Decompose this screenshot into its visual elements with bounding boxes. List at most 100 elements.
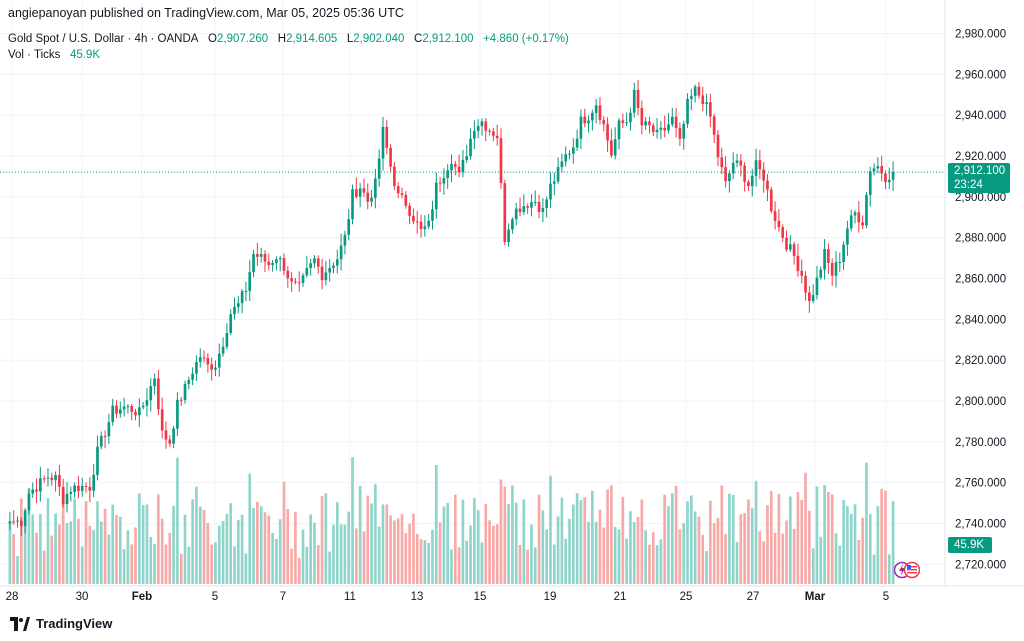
candle-body (297, 282, 301, 284)
candle-body (560, 161, 564, 168)
candle-body (347, 219, 351, 235)
candle-body (217, 353, 221, 368)
candle-body (663, 127, 667, 131)
volume-bar (19, 498, 23, 584)
candle-body (629, 112, 632, 123)
x-tick-label: 13 (411, 591, 424, 603)
candle-body (473, 130, 476, 139)
candle-body (678, 127, 682, 139)
candle-body (50, 477, 54, 481)
candle-body (587, 120, 590, 124)
volume-bar (720, 485, 724, 584)
time-axis[interactable]: 28 30 Feb 5 7 11 13 15 19 21 25 27 Mar 5 (6, 591, 890, 603)
volume-bar (659, 539, 663, 584)
volume-bar (73, 498, 76, 584)
volume-bar (743, 513, 746, 584)
events-icons[interactable] (894, 560, 920, 580)
candle (861, 215, 864, 230)
volume-bar (198, 506, 202, 584)
x-tick-label: 30 (76, 591, 89, 603)
candle (115, 400, 118, 419)
low-label: L (346, 33, 354, 45)
candle-body (77, 485, 80, 491)
candle-body (579, 116, 583, 139)
x-tick-label: 15 (474, 591, 487, 603)
volume-bar (419, 539, 423, 584)
candle (225, 323, 229, 350)
candle-body (92, 474, 95, 491)
volume-bar (876, 506, 880, 584)
footer-brand[interactable]: TradingView (10, 616, 112, 631)
volume-bar (804, 472, 807, 584)
volume-bar (857, 539, 861, 584)
candle (815, 265, 819, 300)
volume-bar (370, 503, 373, 584)
candle (438, 176, 442, 193)
candle (682, 120, 686, 150)
candle-body (533, 201, 537, 203)
candle (640, 100, 644, 135)
candle (686, 93, 689, 128)
candle (849, 209, 853, 232)
symbol-legend[interactable]: Gold Spot / U.S. Dollar · 4h · OANDA O2,… (8, 33, 569, 45)
candle-body (796, 255, 800, 271)
candle (644, 116, 647, 130)
volume-bar (126, 530, 130, 584)
volume-bar (240, 514, 244, 584)
candle (492, 127, 495, 142)
candle-body (636, 89, 640, 109)
us-flag-icon[interactable] (903, 561, 920, 579)
volume-bar (172, 505, 175, 584)
candle-body (507, 229, 510, 243)
candle-body (164, 430, 168, 440)
candle-body (99, 436, 103, 447)
candle-body (842, 244, 845, 263)
candle (834, 250, 838, 288)
candle (236, 296, 240, 314)
candle-body (431, 209, 434, 221)
candle (800, 259, 804, 284)
volume-bar (404, 533, 408, 584)
candle (785, 230, 788, 252)
candle (442, 168, 446, 195)
volume-bar (640, 499, 644, 584)
candle-body (370, 197, 373, 202)
volume-bar (305, 546, 309, 584)
price-axis[interactable]: 2,720.000 2,740.000 2,760.000 2,780.000 2,80… (955, 29, 1006, 572)
volume-bar (849, 513, 853, 584)
volume-bar (396, 518, 400, 584)
volume-legend[interactable]: Vol · Ticks 45.9K (8, 49, 100, 61)
volume-bar (84, 501, 88, 584)
candle (389, 144, 392, 173)
volume-bar (644, 530, 647, 584)
candle (61, 478, 65, 508)
volume-bar (602, 527, 606, 584)
volume-bar (583, 497, 587, 584)
candle-body (438, 182, 442, 184)
candle (674, 107, 678, 138)
volume-bar (564, 538, 568, 584)
candle (735, 153, 739, 168)
volume-bar (651, 532, 655, 584)
candle-body (788, 244, 792, 250)
candle (655, 118, 659, 139)
volume-bar (735, 541, 739, 584)
candle-body (88, 486, 92, 491)
volume-bar (290, 548, 293, 584)
current-price-tag: 2,912.100 23:24 (948, 163, 1010, 193)
candle-body (480, 121, 484, 127)
candle-body (632, 89, 636, 113)
candle-body (176, 399, 179, 429)
tradingview-logo-icon (10, 616, 30, 631)
candle-body (141, 405, 145, 408)
candle (853, 210, 857, 224)
candle (617, 118, 621, 150)
volume-bar (354, 528, 358, 584)
candle (362, 178, 366, 197)
volume-bar (8, 522, 12, 584)
volume-bar (690, 495, 693, 584)
candle (320, 258, 324, 290)
candle-body (549, 183, 552, 200)
y-tick-label: 2,760.000 (955, 478, 1006, 490)
